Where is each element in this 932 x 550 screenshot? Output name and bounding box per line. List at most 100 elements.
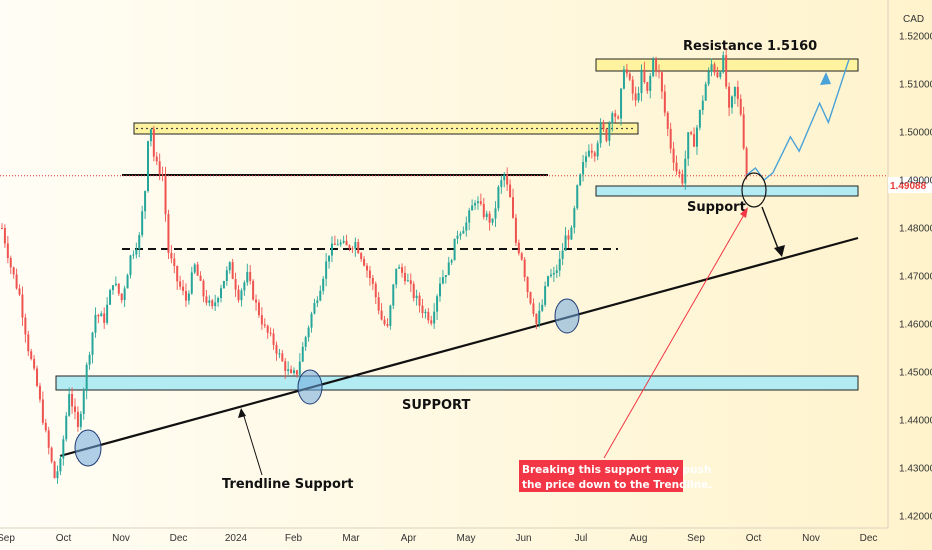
candle-body — [643, 69, 646, 83]
candle-body — [257, 302, 260, 316]
candle-body — [342, 240, 345, 243]
candle-body — [620, 88, 623, 119]
candle-body — [76, 411, 79, 427]
candle-body — [304, 337, 307, 347]
candle-body — [573, 208, 576, 228]
candle-body — [675, 162, 678, 172]
candle-body — [485, 213, 488, 218]
candle-body — [479, 201, 482, 204]
candle-body — [392, 284, 395, 306]
candle-body — [345, 240, 348, 246]
candle-body — [47, 430, 50, 448]
candle-body — [602, 122, 605, 130]
candle-body — [293, 370, 295, 373]
candle-body — [412, 283, 415, 299]
candle-body — [167, 214, 170, 253]
candle-body — [138, 235, 141, 250]
candle-body — [222, 280, 225, 289]
candle-body — [698, 110, 701, 128]
candle-body — [50, 447, 53, 462]
candle-body — [173, 258, 176, 267]
projection-arrowhead — [820, 72, 831, 85]
candle-body — [535, 313, 538, 324]
candle-body — [453, 238, 456, 261]
resistance-label: Resistance 1.5160 — [683, 39, 817, 54]
candle-body — [152, 129, 155, 157]
near-support-zone — [595, 185, 859, 197]
candle-body — [368, 270, 371, 279]
x-tick-label: Oct — [746, 533, 762, 544]
candle-body — [330, 243, 333, 256]
candle-body — [74, 406, 76, 412]
candle-body — [27, 334, 30, 352]
candle-body — [44, 422, 47, 431]
candle-body — [687, 132, 690, 159]
candle-body — [716, 72, 719, 77]
candle-body — [30, 351, 33, 359]
candle-body — [695, 127, 698, 147]
candle-body — [135, 249, 138, 255]
candle-body — [109, 290, 112, 305]
candle-body — [281, 353, 284, 362]
candle-body — [120, 293, 123, 301]
candle-body — [366, 265, 368, 271]
near-support-label: Support — [687, 200, 746, 215]
candle-body — [316, 300, 319, 304]
y-tick-label: 1.47000 — [899, 272, 932, 283]
candles-group — [1, 48, 748, 484]
candle-body — [249, 271, 252, 281]
trendline-support-label: Trendline Support — [222, 477, 354, 492]
y-tick-label: 1.45000 — [899, 368, 932, 379]
candle-body — [731, 96, 733, 108]
candle-body — [319, 290, 322, 301]
candle-body — [701, 100, 704, 111]
candle-body — [628, 73, 631, 80]
x-tick-label: Dec — [170, 533, 188, 544]
candle-body — [158, 161, 161, 175]
candle-body — [94, 314, 97, 333]
candle-body — [433, 311, 436, 324]
candle-body — [424, 311, 427, 314]
candle-body — [12, 267, 15, 275]
candle-body — [436, 296, 439, 312]
candle-body — [625, 69, 628, 74]
candle-body — [336, 244, 339, 246]
callout-arrow-line — [603, 212, 746, 459]
candle-body — [129, 255, 132, 276]
candle-body — [103, 313, 106, 323]
candle-body — [59, 458, 62, 472]
candle-body — [290, 369, 293, 373]
candle-body — [652, 59, 655, 76]
candle-body — [398, 267, 401, 269]
callout-arrow-head — [740, 207, 748, 218]
candle-body — [631, 79, 634, 94]
candle-body — [310, 313, 313, 328]
candle-body — [132, 254, 135, 256]
candle-body — [36, 368, 39, 386]
candle-body — [663, 91, 666, 113]
candle-body — [68, 393, 71, 416]
candle-body — [491, 218, 494, 223]
candle-body — [354, 242, 357, 249]
y-tick-label: 1.49000 — [899, 176, 932, 187]
candle-body — [97, 314, 100, 317]
candle-body — [558, 258, 561, 271]
x-tick-label: Sep — [687, 533, 705, 544]
candle-body — [313, 303, 316, 314]
candle-body — [599, 122, 602, 144]
candle-body — [298, 361, 301, 375]
candle-body — [596, 143, 599, 157]
candle-body — [9, 258, 12, 268]
x-tick-label: 2024 — [225, 533, 248, 544]
candle-body — [255, 299, 258, 303]
candle-body — [144, 191, 147, 212]
candle-body — [333, 243, 336, 245]
candle-body — [240, 290, 243, 301]
candle-body — [406, 280, 409, 282]
candle-body — [225, 270, 228, 281]
y-tick-label: 1.48000 — [899, 224, 932, 235]
candle-body — [532, 303, 535, 314]
candle-body — [377, 297, 380, 311]
candle-body — [608, 123, 611, 141]
